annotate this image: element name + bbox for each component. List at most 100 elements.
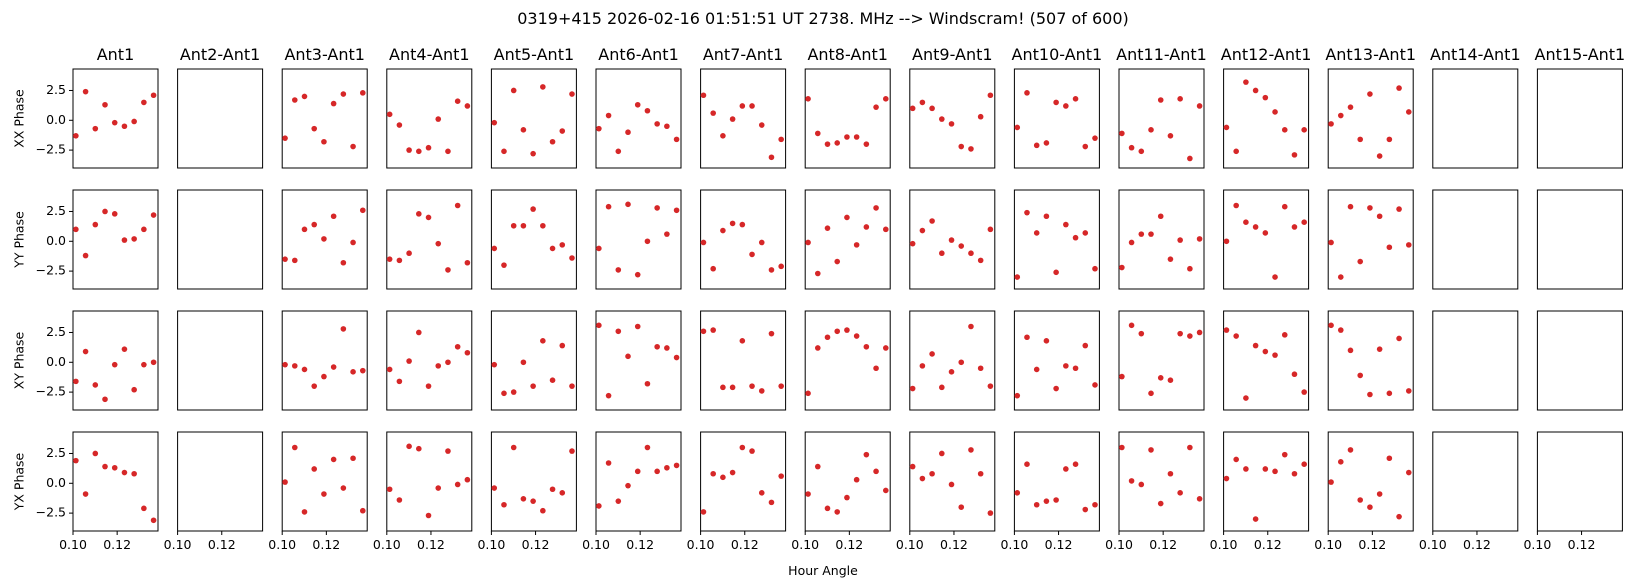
panel-frame <box>1013 68 1100 169</box>
data-point <box>1301 219 1307 226</box>
data-point <box>824 225 831 231</box>
panel-frame <box>1118 189 1205 290</box>
data-point <box>710 265 716 272</box>
data-point <box>1033 142 1040 149</box>
panel-frame <box>804 68 891 169</box>
data-point <box>968 323 974 330</box>
data-point <box>1138 481 1145 488</box>
panel-frame <box>1013 431 1100 532</box>
data-point <box>406 250 412 257</box>
data-point <box>873 468 879 475</box>
data-point <box>291 257 298 264</box>
data-point <box>729 220 736 227</box>
x-tick-label: 0.12 <box>312 537 340 552</box>
data-point <box>549 486 556 493</box>
data-point <box>948 237 955 243</box>
data-point <box>1262 230 1269 236</box>
y-tick-label: 2.5 <box>46 324 66 339</box>
panel-frame <box>700 68 787 169</box>
data-point <box>673 207 680 214</box>
data-point <box>491 245 498 252</box>
data-point <box>939 384 945 391</box>
data-point <box>301 366 308 373</box>
data-point <box>1252 224 1259 230</box>
data-point <box>406 358 412 364</box>
data-point <box>749 103 755 109</box>
data-point <box>1243 395 1249 401</box>
panel-frame <box>1536 431 1623 532</box>
y-tick-label: 0.0 <box>46 233 66 248</box>
data-point <box>350 455 356 462</box>
data-point <box>102 463 108 470</box>
data-point <box>1357 497 1364 503</box>
data-point <box>805 239 811 246</box>
column-title: Ant8-Ant1 <box>807 45 888 64</box>
data-point <box>948 369 955 375</box>
data-point <box>82 348 89 355</box>
data-point <box>416 148 422 155</box>
data-point <box>1272 274 1278 280</box>
data-point <box>454 343 461 350</box>
data-point <box>654 343 660 350</box>
data-point <box>664 345 670 351</box>
data-point <box>121 237 128 243</box>
data-point <box>1337 112 1344 119</box>
data-point <box>549 245 556 252</box>
data-point <box>1187 333 1193 339</box>
panel-frame <box>804 310 891 411</box>
data-point <box>1405 469 1412 476</box>
data-point <box>445 448 451 454</box>
data-point <box>330 456 337 463</box>
data-point <box>1014 490 1021 496</box>
data-point <box>1033 230 1040 236</box>
data-point <box>330 364 337 370</box>
data-point <box>844 134 850 140</box>
figure-title: 0319+415 2026-02-16 01:51:51 UT 2738. MH… <box>517 9 1129 28</box>
data-point <box>311 221 318 228</box>
data-point <box>416 211 422 217</box>
data-point <box>301 509 308 515</box>
data-point <box>350 239 356 246</box>
data-point <box>768 154 775 161</box>
data-point <box>863 224 870 230</box>
data-point <box>758 239 765 246</box>
data-point <box>1223 475 1230 482</box>
data-point <box>491 361 498 368</box>
row-label: YX Phase <box>12 452 27 511</box>
data-point <box>1396 335 1402 342</box>
panel-frame <box>386 310 473 411</box>
data-point <box>939 250 945 257</box>
data-point <box>1328 121 1334 127</box>
data-point <box>321 373 327 380</box>
data-point <box>559 242 566 248</box>
row-label: XY Phase <box>12 331 27 389</box>
data-point <box>102 208 108 215</box>
x-tick-label: 0.12 <box>1463 537 1491 552</box>
data-point <box>1367 391 1373 398</box>
data-point <box>1092 135 1098 141</box>
data-point <box>396 122 403 128</box>
data-point <box>425 383 432 389</box>
y-tick-label: 0.0 <box>46 475 66 490</box>
data-point <box>1347 203 1354 210</box>
data-point <box>141 226 147 233</box>
data-point <box>596 503 602 509</box>
row-label: YY Phase <box>12 211 27 269</box>
data-point <box>673 354 680 361</box>
data-point <box>501 262 507 268</box>
data-point <box>1138 231 1145 237</box>
data-point <box>491 119 498 126</box>
column-title: Ant4-Ant1 <box>389 45 470 64</box>
data-point <box>1063 103 1069 109</box>
data-point <box>82 252 89 259</box>
data-point <box>530 498 536 504</box>
data-point <box>73 132 79 139</box>
data-point <box>454 98 461 105</box>
data-point <box>340 485 347 491</box>
data-point <box>987 226 994 233</box>
column-title: Ant5-Ant1 <box>494 45 575 64</box>
panel-frame <box>1536 310 1623 411</box>
data-point <box>634 101 641 108</box>
x-tick-label: 0.12 <box>1149 537 1177 552</box>
data-point <box>644 444 651 451</box>
